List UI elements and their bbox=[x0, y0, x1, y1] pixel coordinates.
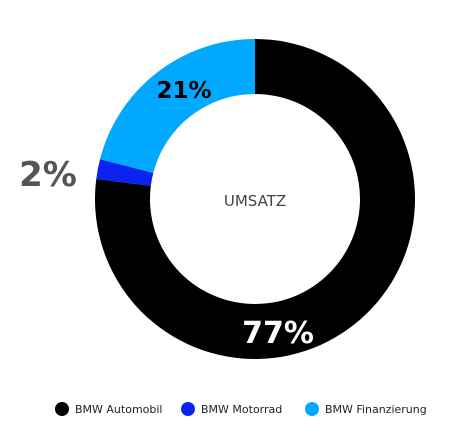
legend-item-bmw-motorrad: BMW Motorrad bbox=[181, 402, 282, 416]
legend-item-bmw-finanzierung: BMW Finanzierung bbox=[305, 402, 427, 416]
legend-label-bmw-finanzierung: BMW Finanzierung bbox=[325, 403, 427, 416]
value-labels: 77% 2% 21% bbox=[19, 78, 314, 351]
legend-label-bmw-motorrad: BMW Motorrad bbox=[201, 403, 282, 416]
legend-marker-bmw-motorrad bbox=[181, 402, 195, 416]
value-label-bmw-finanzierung: 21% bbox=[156, 78, 211, 104]
legend-marker-bmw-automobil bbox=[55, 402, 69, 416]
legend-marker-bmw-finanzierung bbox=[305, 402, 319, 416]
slice-bmw-automobil bbox=[95, 39, 416, 359]
legend: BMW Automobil BMW Motorrad BMW Finanzierun… bbox=[55, 402, 427, 416]
value-label-bmw-automobil: 77% bbox=[242, 316, 314, 351]
donut-slices bbox=[95, 39, 416, 359]
center-label: UMSATZ bbox=[224, 192, 286, 210]
legend-label-bmw-automobil: BMW Automobil bbox=[75, 403, 163, 416]
value-label-bmw-motorrad: 2% bbox=[19, 155, 77, 195]
slice-bmw-finanzierung bbox=[100, 39, 255, 173]
legend-item-bmw-automobil: BMW Automobil bbox=[55, 402, 163, 416]
slice-bmw-motorrad bbox=[96, 159, 154, 186]
